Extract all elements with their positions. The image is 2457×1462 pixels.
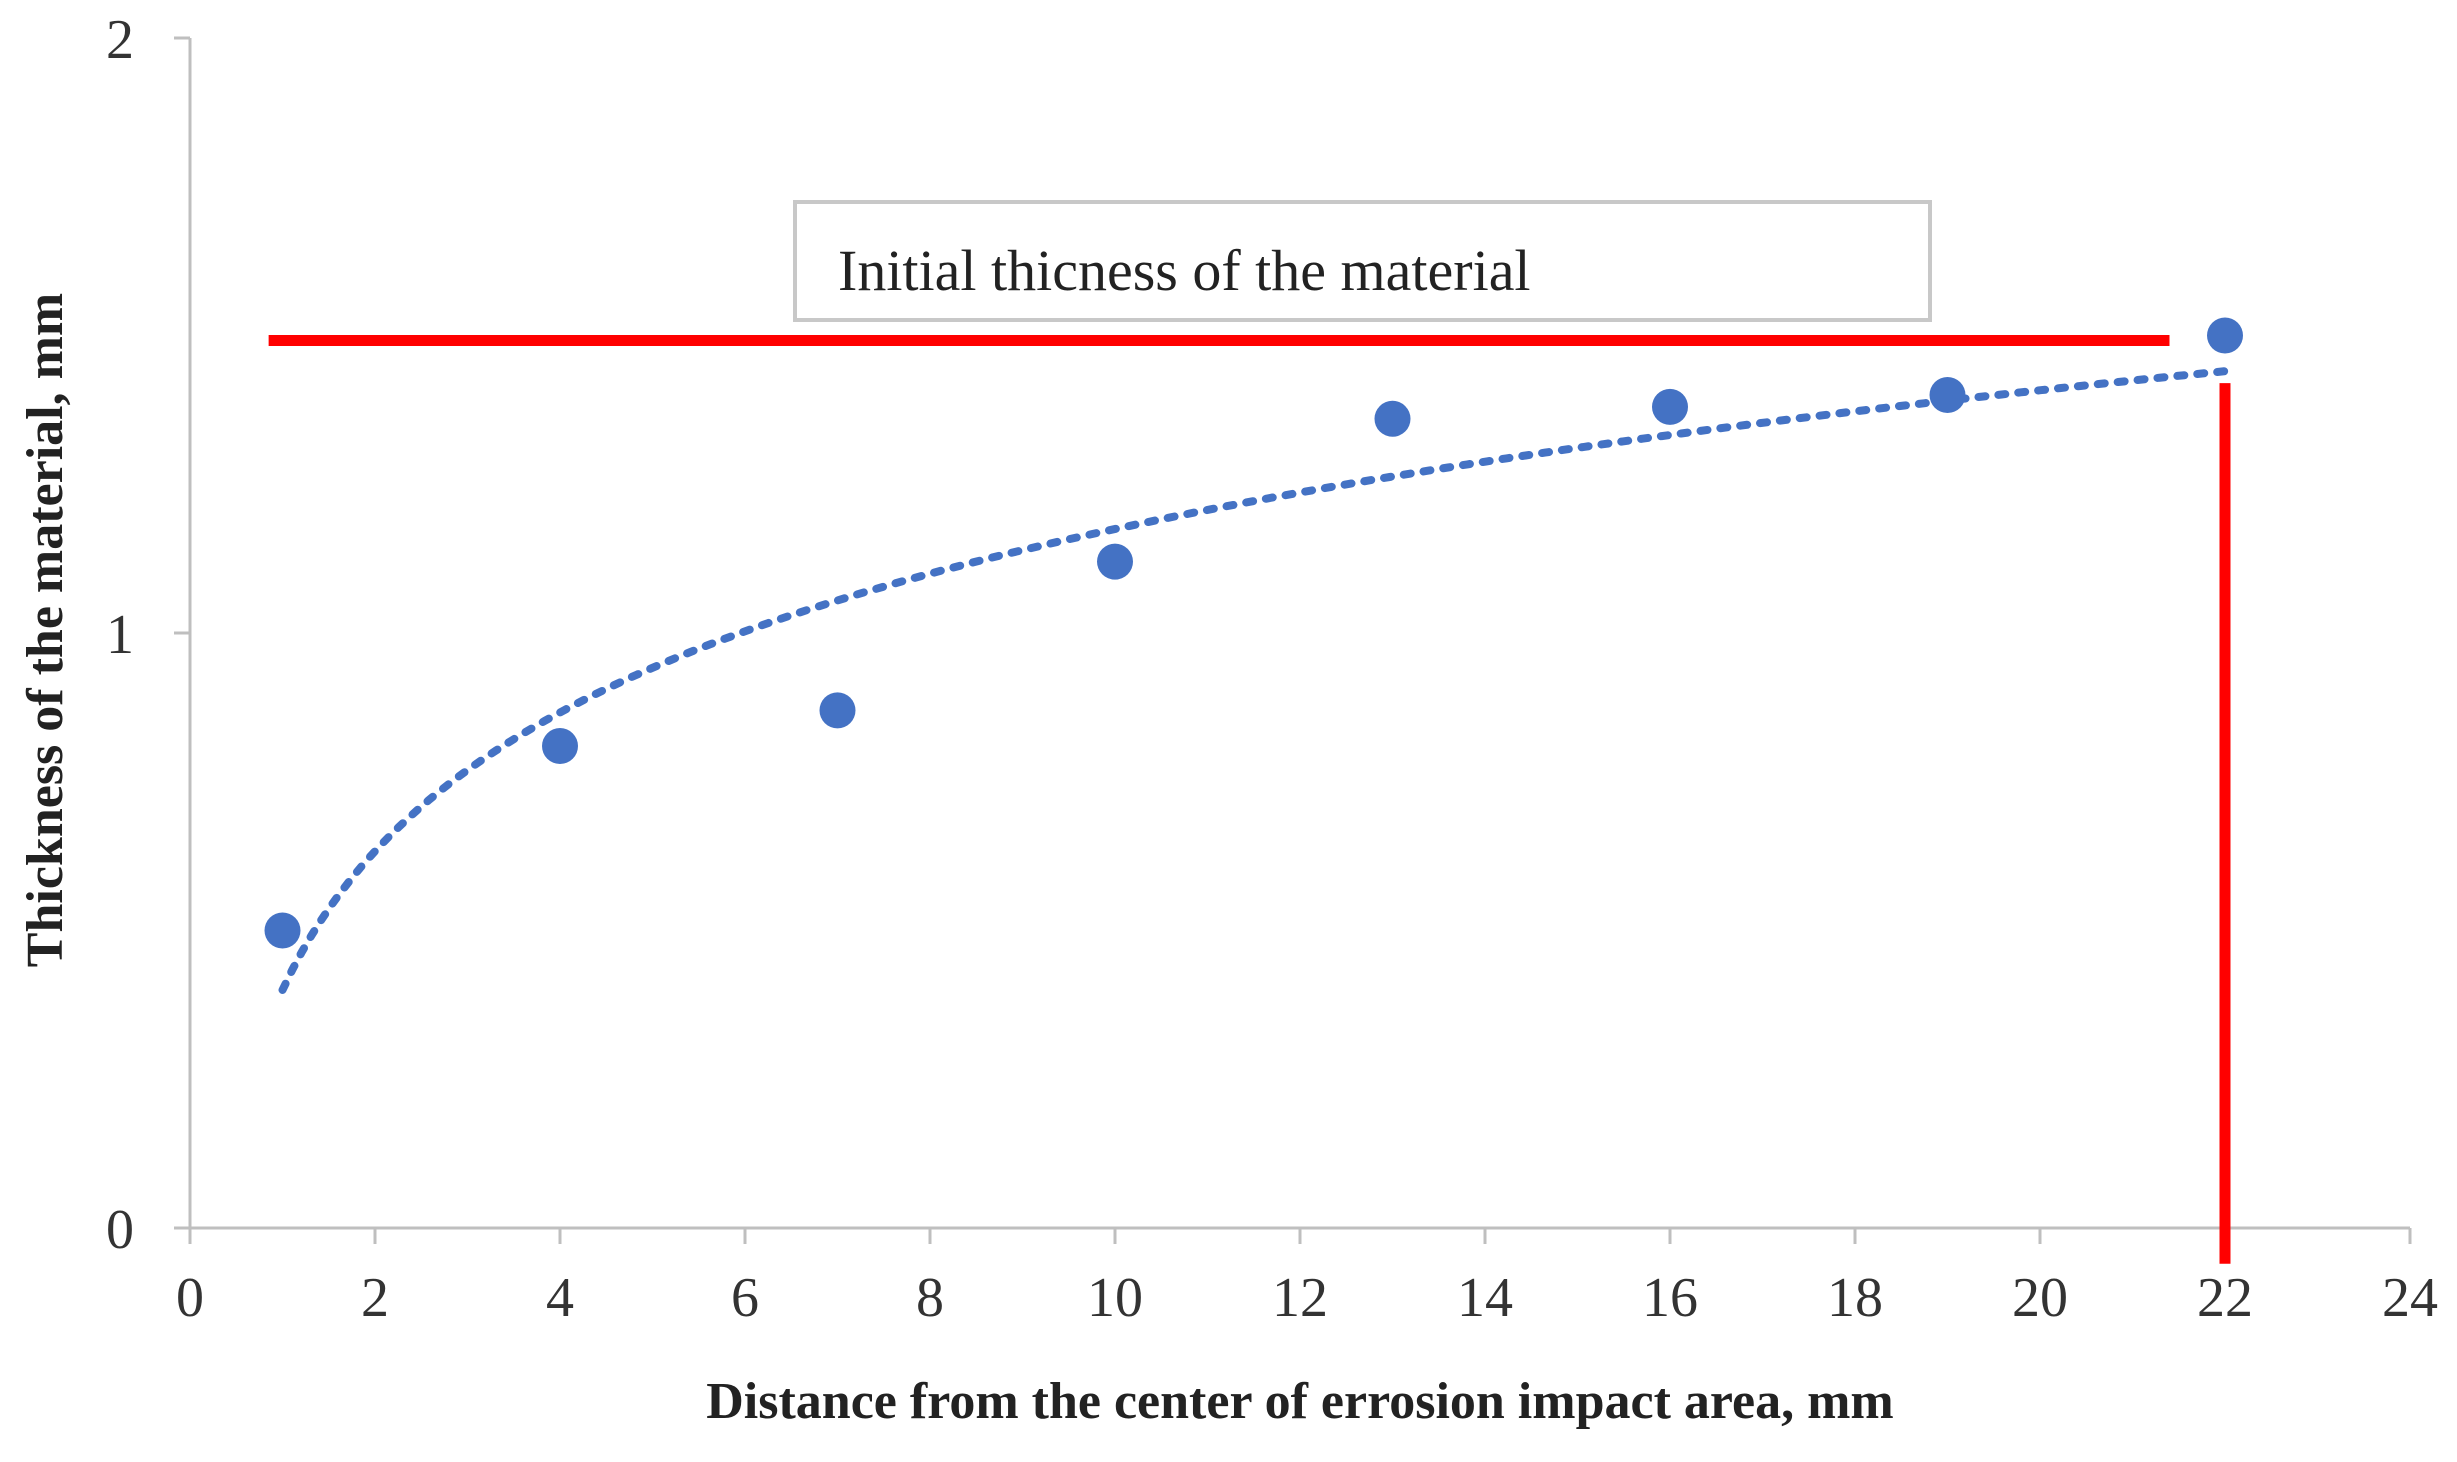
data-point [1097, 543, 1133, 580]
x-tick-label: 12 [1272, 1267, 1328, 1329]
data-point [264, 912, 301, 949]
data-point [542, 728, 578, 765]
x-tick-label: 24 [2382, 1267, 2438, 1329]
y-axis-ticks: 0 1 2 [106, 9, 190, 1261]
y-tick-label: 1 [106, 604, 134, 666]
y-tick-label: 0 [106, 1199, 134, 1261]
initial-thickness-label-box [793, 200, 1932, 322]
x-tick-label: 6 [731, 1267, 759, 1329]
x-tick-label: 8 [916, 1267, 944, 1329]
trendline [278, 367, 2229, 994]
data-point [1652, 388, 1688, 425]
x-tick-label: 2 [361, 1267, 389, 1329]
x-tick-label: 14 [1457, 1267, 1513, 1329]
trendline-path [278, 367, 2229, 994]
y-axis-title: Thickness of the material, mm [17, 293, 74, 967]
x-axis-title: Distance from the center of errosion imp… [706, 1373, 1894, 1430]
x-tick-label: 18 [1827, 1267, 1883, 1329]
x-tick-label: 10 [1087, 1267, 1143, 1329]
x-tick-label: 0 [176, 1267, 204, 1329]
y-tick-label: 2 [106, 9, 134, 71]
data-point [2207, 317, 2243, 354]
annotations: Initial thicness of the material [268, 200, 2231, 1264]
data-point [1929, 377, 1966, 413]
x-axis-ticks: 0 2 4 6 8 10 12 14 16 18 20 22 24 [176, 1228, 2438, 1329]
data-point [819, 692, 856, 729]
x-tick-label: 22 [2197, 1267, 2253, 1329]
initial-thickness-label: Initial thicness of the material [838, 238, 1531, 303]
x-tick-label: 16 [1642, 1267, 1698, 1329]
x-tick-label: 20 [2012, 1267, 2068, 1329]
x-tick-label: 4 [546, 1267, 574, 1329]
data-points [264, 317, 2243, 949]
data-point [1374, 400, 1411, 437]
